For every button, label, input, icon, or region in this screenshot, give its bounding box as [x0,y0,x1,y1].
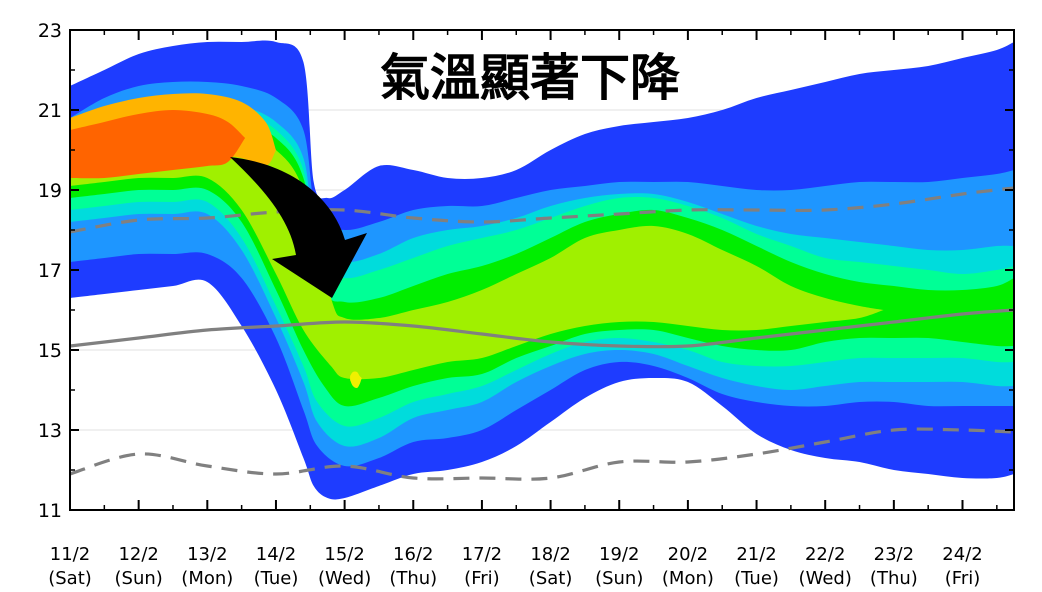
x-weekday-label: (Wed) [799,568,852,589]
x-weekday-label: (Mon) [662,568,714,589]
x-date-label: 17/2 [462,544,502,565]
y-tick-label: 11 [38,500,62,522]
reference-lines [70,186,1014,481]
x-date-label: 16/2 [393,544,433,565]
y-tick-label: 19 [38,180,62,202]
x-weekday-label: (Tue) [734,568,779,589]
reference-line-1 [70,308,1014,349]
y-tick-label: 23 [38,20,62,42]
x-weekday-label: (Thu) [389,568,437,589]
x-date-label: 21/2 [736,544,776,565]
x-date-label: 18/2 [530,544,570,565]
ensemble-band-level-6 [350,371,362,389]
x-date-label: 20/2 [668,544,708,565]
y-tick-label: 15 [38,340,62,362]
x-weekday-label: (Sun) [115,568,163,589]
x-date-label: 15/2 [324,544,364,565]
y-tick-label: 17 [38,260,62,282]
x-weekday-label: (Fri) [945,568,981,589]
x-weekday-label: (Tue) [254,568,299,589]
reference-line-0 [70,186,1014,234]
y-tick-label: 13 [38,420,62,442]
y-tick-label: 21 [38,100,62,122]
chart-title: 氣溫顯著下降 [380,49,680,107]
x-weekday-label: (Thu) [870,568,918,589]
x-date-label: 24/2 [942,544,982,565]
x-date-label: 14/2 [256,544,296,565]
x-date-label: 23/2 [874,544,914,565]
x-weekday-label: (Mon) [181,568,233,589]
x-date-label: 13/2 [187,544,227,565]
ensemble-band-level-8 [70,110,246,179]
x-weekday-label: (Sat) [529,568,573,589]
x-weekday-label: (Fri) [464,568,500,589]
x-weekday-label: (Sun) [595,568,643,589]
axes: 11 13 15 17 19 21 23 11/2 (Sat) 12/2 (Sun) 13/2 (Mon… [38,20,1014,589]
x-date-label: 19/2 [599,544,639,565]
x-weekday-label: (Wed) [318,568,371,589]
x-date-label: 11/2 [50,544,90,565]
x-date-label: 22/2 [805,544,845,565]
x-weekday-label: (Sat) [48,568,92,589]
reference-line-2 [70,427,1014,481]
x-date-label: 12/2 [118,544,158,565]
down-arrow-icon [230,157,367,298]
